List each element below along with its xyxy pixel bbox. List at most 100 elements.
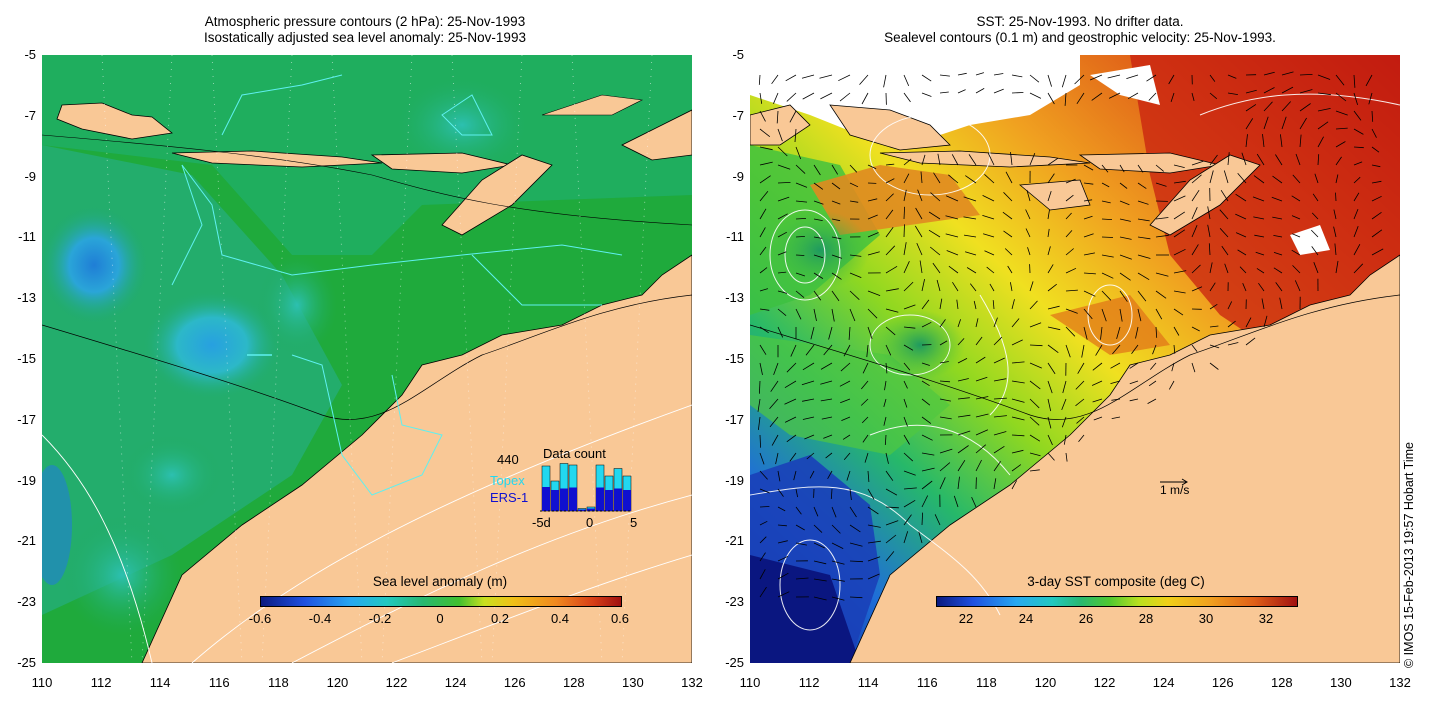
velocity-arrow (1129, 380, 1139, 385)
velocity-arrow (759, 586, 767, 598)
velocity-arrow (1047, 380, 1053, 394)
velocity-arrow (795, 542, 807, 546)
velocity-arrow (843, 344, 851, 357)
velocity-arrow (820, 398, 833, 402)
velocity-arrow (945, 195, 959, 202)
velocity-arrow (1371, 128, 1377, 138)
velocity-arrow (777, 271, 787, 274)
velocity-arrow (1245, 104, 1257, 112)
left_panel-colorbar-tick: 0.6 (610, 611, 630, 626)
ers-count-bar (596, 487, 604, 511)
velocity-arrow (1083, 290, 1096, 297)
velocity-arrow (903, 206, 905, 220)
velocity-arrow (903, 499, 916, 508)
velocity-arrow (862, 362, 869, 374)
left-lat-tick-label: -19 (17, 472, 36, 488)
velocity-arrow (1061, 416, 1067, 428)
velocity-arrow (1209, 170, 1214, 184)
velocity-arrow (777, 251, 787, 256)
velocity-arrow (786, 362, 797, 373)
right-lon-tick-label: 114 (857, 675, 879, 690)
velocity-arrow (813, 218, 823, 221)
velocity-arrow (975, 336, 983, 346)
velocity-arrow (1065, 308, 1078, 314)
right-lon-tick-label: 116 (916, 675, 938, 690)
velocity-arrow (1273, 267, 1283, 274)
velocity-arrow (1065, 248, 1074, 256)
velocity-arrow (928, 211, 941, 220)
velocity-arrow (1135, 326, 1139, 339)
velocity-arrow (1263, 101, 1273, 112)
right-lon-tick-label: 122 (1093, 675, 1116, 690)
velocity-arrow (1170, 92, 1175, 103)
velocity-arrow (1353, 128, 1364, 135)
velocity-arrow (795, 164, 806, 174)
velocity-arrow (921, 299, 930, 310)
velocity-arrow (1191, 174, 1202, 184)
velocity-arrow (849, 164, 858, 173)
right-lat-tick-label: -23 (725, 594, 744, 610)
velocity-arrow (759, 246, 767, 256)
velocity-arrow (903, 74, 910, 87)
velocity-arrow (1209, 303, 1218, 310)
velocity-arrow (777, 591, 790, 598)
velocity-arrow (1029, 434, 1041, 442)
velocity-arrow (777, 524, 787, 527)
velocity-arrow (827, 470, 833, 479)
velocity-arrow (1100, 326, 1103, 340)
velocity-arrow (1119, 290, 1128, 302)
velocity-arrow (1155, 234, 1169, 238)
velocity-arrow (849, 506, 857, 518)
velocity-arrow (948, 265, 959, 274)
velocity-arrow (1075, 398, 1085, 407)
velocity-arrow (1011, 74, 1023, 78)
copyright-text: © IMOS 15-Feb-2013 19:57 Hobart Time (1402, 442, 1416, 668)
velocity-arrow (1191, 189, 1200, 202)
velocity-arrow (813, 182, 824, 190)
velocity-arrow (813, 560, 827, 565)
velocity-arrow (1007, 265, 1013, 274)
velocity-arrow (1371, 211, 1382, 220)
velocity-arrow (1245, 118, 1254, 130)
velocity-arrow (1173, 270, 1187, 274)
velocity-arrow (813, 596, 827, 601)
velocity-arrow (957, 430, 971, 436)
left-lon-tick-label: 116 (208, 675, 230, 690)
velocity-arrow (840, 362, 851, 372)
velocity-arrow (1209, 362, 1219, 370)
velocity-arrow (1317, 121, 1329, 130)
velocity-arrow (885, 488, 898, 496)
left-lon-tick-label: 112 (90, 675, 112, 690)
velocity-arrow (1029, 469, 1040, 472)
velocity-arrow (805, 344, 815, 356)
velocity-arrow (952, 281, 959, 292)
velocity-arrow (794, 128, 797, 143)
sla-colorbar-title: Sea level anomaly (m) (372, 574, 508, 589)
left_panel-colorbar-tick: -0.4 (308, 611, 332, 626)
velocity-arrow (1255, 251, 1265, 256)
right-lon-tick-label: 132 (1389, 675, 1411, 690)
left_panel-colorbar-tick: 0.2 (490, 611, 510, 626)
velocity-arrow (939, 462, 951, 472)
velocity-arrow (1371, 248, 1384, 256)
velocity-arrow (1256, 268, 1265, 274)
velocity-arrow (1108, 92, 1121, 99)
velocity-arrow (849, 488, 852, 501)
velocity-arrow (820, 362, 833, 370)
velocity-arrow (1047, 92, 1055, 105)
velocity-arrow (757, 398, 761, 412)
velocity-arrow (885, 163, 895, 166)
velocity-arrow (759, 506, 770, 508)
velocity-arrow (1011, 299, 1015, 310)
velocity-arrow (1029, 452, 1041, 457)
velocity-arrow (1353, 226, 1359, 238)
velocity-arrow (1119, 272, 1131, 281)
velocity-arrow (777, 213, 788, 220)
velocity-arrow (1191, 160, 1204, 166)
velocity-arrow (993, 88, 1004, 94)
velocity-arrow (1127, 92, 1139, 100)
velocity-arrow (992, 300, 995, 310)
velocity-arrow (984, 250, 995, 256)
velocity-arrow (1314, 173, 1319, 184)
velocity-arrow (1148, 92, 1157, 101)
